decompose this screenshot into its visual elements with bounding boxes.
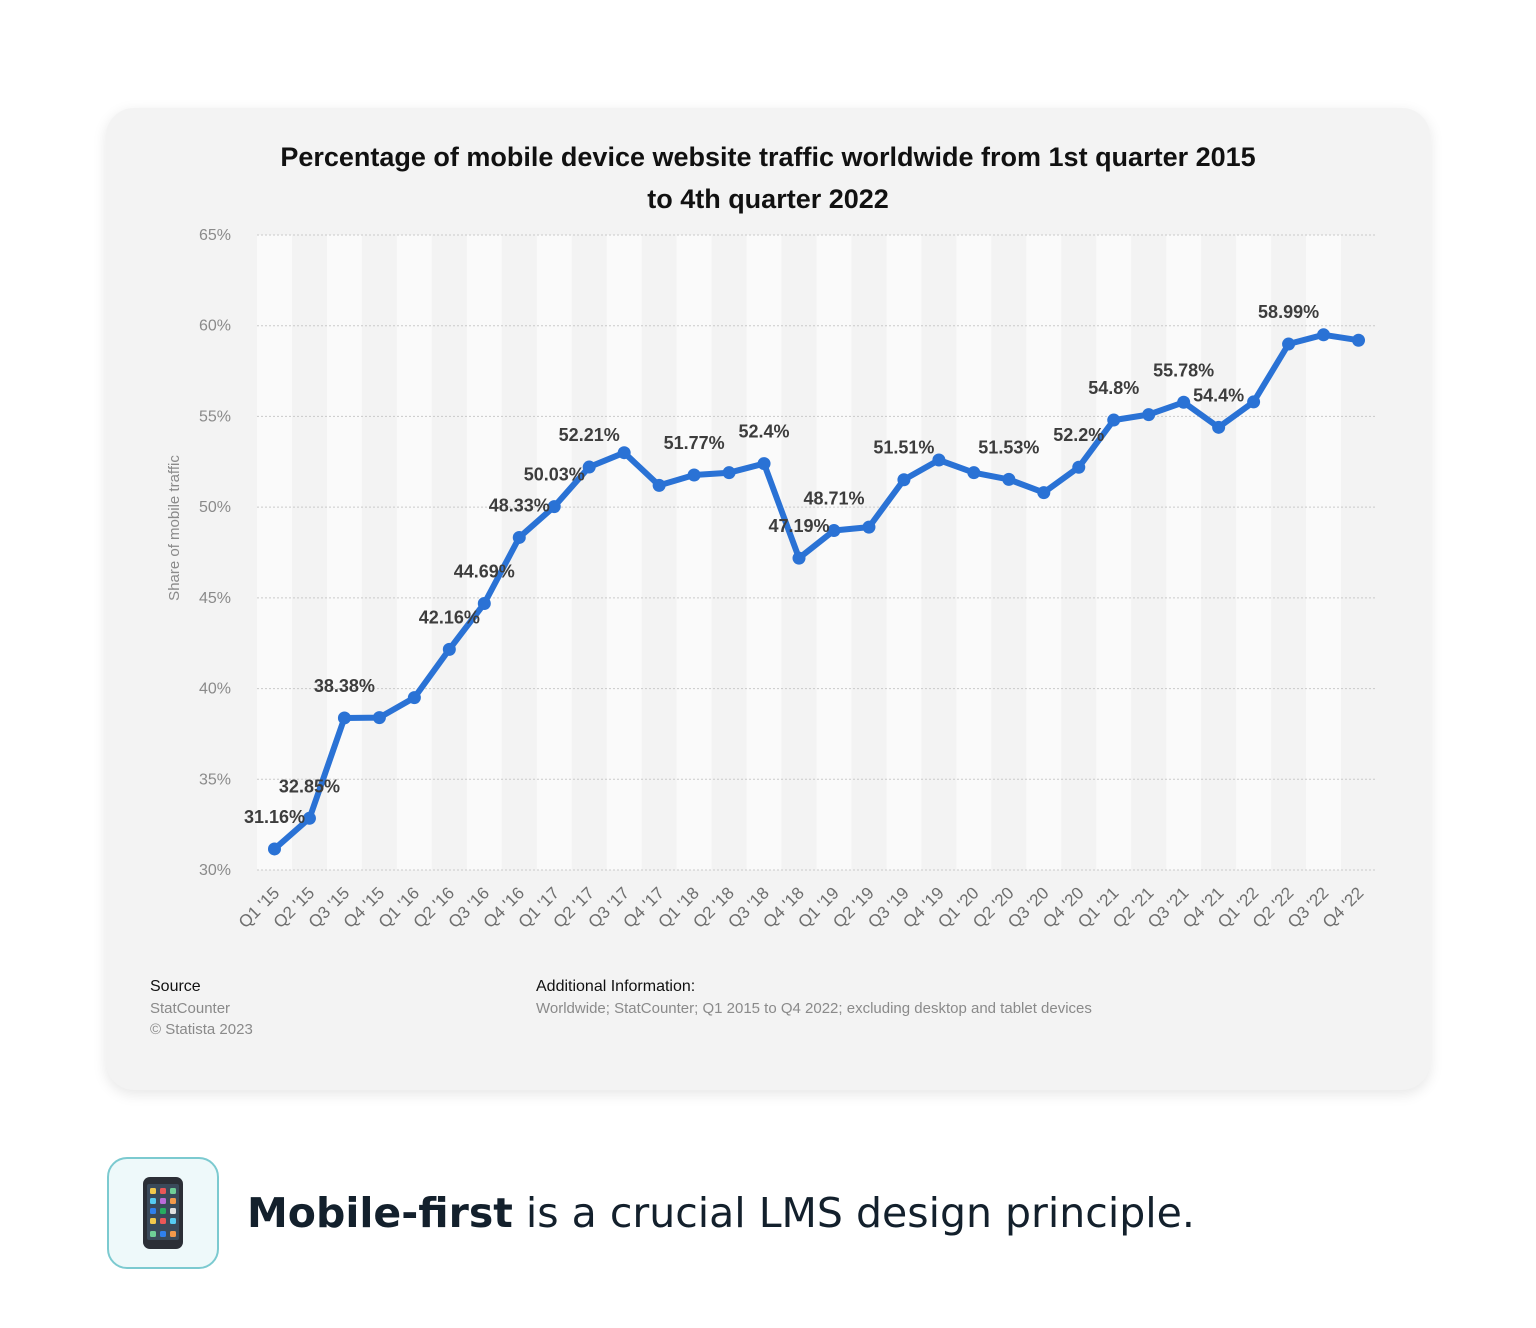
data-label: 48.33% bbox=[489, 495, 550, 515]
chart-title-line-2: to 4th quarter 2022 bbox=[647, 184, 889, 214]
data-point[interactable] bbox=[1282, 337, 1296, 351]
data-point[interactable] bbox=[302, 811, 316, 825]
data-label: 38.38% bbox=[314, 676, 375, 696]
data-point[interactable] bbox=[652, 478, 666, 492]
column-band bbox=[466, 235, 502, 870]
data-point[interactable] bbox=[967, 466, 981, 480]
data-label: 54.4% bbox=[1193, 385, 1244, 405]
y-tick-label: 30% bbox=[199, 862, 231, 879]
data-label: 54.8% bbox=[1088, 378, 1139, 398]
callout-bold-text: Mobile-first bbox=[247, 1189, 513, 1237]
callout-icon-box bbox=[107, 1157, 219, 1269]
data-point[interactable] bbox=[512, 530, 526, 544]
data-label: 51.51% bbox=[873, 438, 934, 458]
data-point[interactable] bbox=[827, 524, 841, 538]
column-band bbox=[257, 235, 292, 870]
data-points bbox=[267, 328, 1366, 856]
data-label: 44.69% bbox=[454, 561, 515, 581]
column-band bbox=[956, 235, 992, 870]
column-band bbox=[816, 235, 852, 870]
chart-title: Percentage of mobile device website traf… bbox=[106, 136, 1430, 220]
data-label: 52.4% bbox=[739, 422, 790, 442]
column-bands bbox=[257, 235, 1342, 870]
data-point[interactable] bbox=[407, 691, 421, 705]
source-heading: Source bbox=[150, 978, 201, 995]
data-labels: 31.16% 32.85% 38.38% 42.16% 44.69% 48.33% 50.0… bbox=[244, 302, 1319, 827]
source-block: Source StatCounter © Statista 2023 bbox=[150, 976, 253, 1040]
y-tick-label: 50% bbox=[199, 499, 231, 516]
y-tick-label: 40% bbox=[199, 681, 231, 698]
mobile-phone-icon bbox=[143, 1177, 183, 1249]
data-label: 31.16% bbox=[244, 807, 305, 827]
copyright: © Statista 2023 bbox=[150, 1021, 253, 1038]
data-point[interactable] bbox=[792, 551, 806, 565]
gridlines bbox=[257, 234, 1376, 871]
y-tick-label: 65% bbox=[199, 227, 231, 244]
data-point[interactable] bbox=[1317, 328, 1331, 342]
data-label: 42.16% bbox=[419, 607, 480, 627]
data-label: 47.19% bbox=[768, 516, 829, 536]
data-point[interactable] bbox=[932, 453, 946, 467]
data-label: 51.77% bbox=[664, 433, 725, 453]
data-point[interactable] bbox=[442, 642, 456, 656]
column-band bbox=[396, 235, 432, 870]
column-band bbox=[1096, 235, 1132, 870]
data-point[interactable] bbox=[1002, 472, 1016, 486]
data-point[interactable] bbox=[477, 596, 491, 610]
data-point[interactable] bbox=[862, 520, 876, 534]
data-point[interactable] bbox=[582, 460, 596, 474]
data-label: 52.21% bbox=[559, 425, 620, 445]
data-point[interactable] bbox=[267, 842, 281, 856]
data-point[interactable] bbox=[1072, 460, 1086, 474]
data-label: 55.78% bbox=[1153, 360, 1214, 380]
chart-title-line-1: Percentage of mobile device website traf… bbox=[280, 142, 1256, 172]
data-point[interactable] bbox=[1142, 408, 1156, 422]
data-point[interactable] bbox=[372, 711, 386, 725]
data-point[interactable] bbox=[722, 466, 736, 480]
column-band bbox=[886, 235, 922, 870]
data-point[interactable] bbox=[617, 446, 631, 460]
data-point[interactable] bbox=[1212, 420, 1226, 434]
y-axis-label: Share of mobile traffic bbox=[166, 455, 183, 601]
data-point[interactable] bbox=[1352, 333, 1366, 347]
data-label: 52.2% bbox=[1053, 425, 1104, 445]
y-tick-label: 55% bbox=[199, 408, 231, 425]
line-chart: 30% 35% 40% 45% 50% 55% 60% 65% Share of mobile… bbox=[166, 227, 1376, 932]
source-name[interactable]: StatCounter bbox=[150, 1000, 231, 1017]
data-label: 50.03% bbox=[524, 465, 585, 485]
data-point[interactable] bbox=[897, 473, 911, 487]
data-label: 51.53% bbox=[978, 437, 1039, 457]
data-point[interactable] bbox=[1107, 413, 1121, 427]
data-point[interactable] bbox=[1177, 395, 1191, 409]
data-point[interactable] bbox=[687, 468, 701, 482]
column-band bbox=[746, 235, 782, 870]
column-band bbox=[1236, 235, 1272, 870]
chart-card: Percentage of mobile device website traf… bbox=[106, 108, 1430, 1090]
data-point[interactable] bbox=[1037, 486, 1051, 500]
data-point[interactable] bbox=[547, 500, 561, 514]
additional-info-text: Worldwide; StatCounter; Q1 2015 to Q4 20… bbox=[536, 1000, 1092, 1017]
data-label: 48.71% bbox=[803, 489, 864, 509]
additional-info-block: Additional Information: Worldwide; StatC… bbox=[536, 976, 1092, 1019]
y-tick-label: 45% bbox=[199, 590, 231, 607]
additional-info-heading: Additional Information: bbox=[536, 978, 696, 995]
data-point[interactable] bbox=[1247, 395, 1261, 409]
data-label: 32.85% bbox=[279, 776, 340, 796]
callout-rest-text: is a crucial LMS design principle. bbox=[512, 1189, 1195, 1237]
data-label: 58.99% bbox=[1258, 302, 1319, 322]
column-band bbox=[1026, 235, 1062, 870]
y-tick-label: 35% bbox=[199, 771, 231, 788]
column-band bbox=[326, 235, 362, 870]
column-band bbox=[536, 235, 572, 870]
data-point[interactable] bbox=[757, 457, 771, 471]
column-band bbox=[1166, 235, 1202, 870]
column-band bbox=[606, 235, 642, 870]
y-tick-label: 60% bbox=[199, 318, 231, 335]
column-band bbox=[676, 235, 712, 870]
y-axis-ticks: 30% 35% 40% 45% 50% 55% 60% 65% bbox=[199, 227, 231, 879]
data-point[interactable] bbox=[337, 711, 351, 725]
callout-text: Mobile-first is a crucial LMS design pri… bbox=[247, 1185, 1195, 1241]
